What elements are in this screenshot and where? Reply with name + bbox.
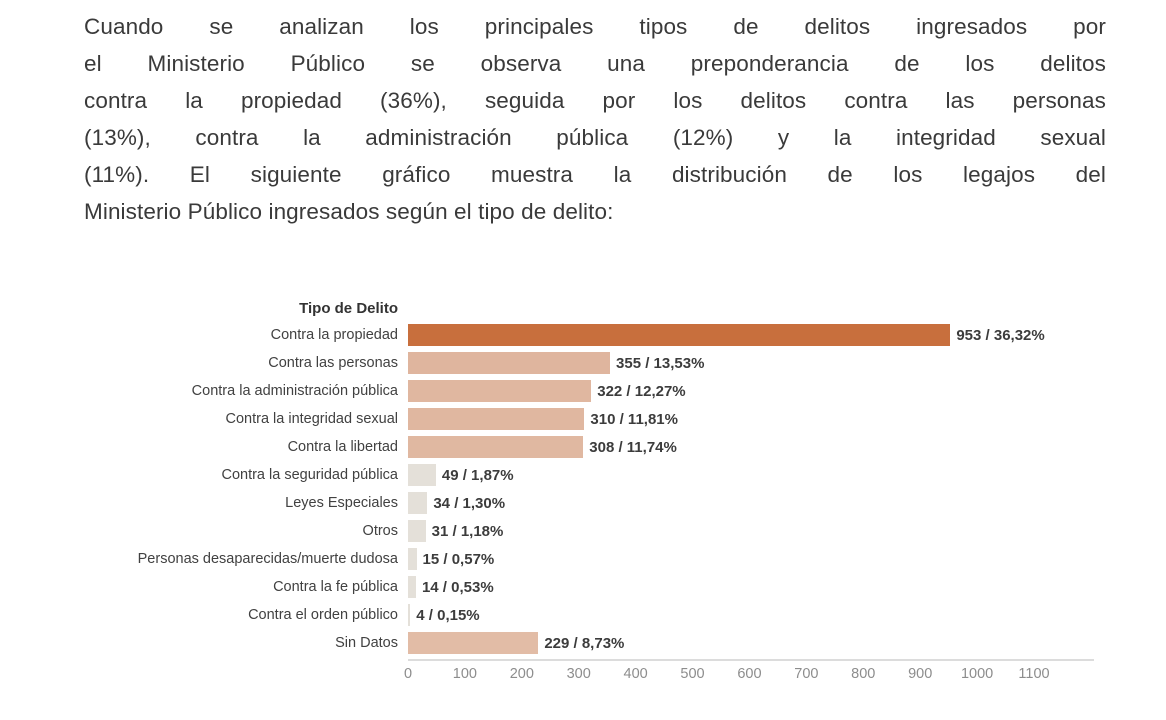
category-label: Contra la seguridad pública [221, 467, 398, 483]
axis-tick-label: 600 [737, 666, 762, 682]
bar [408, 548, 417, 570]
bar [408, 380, 592, 402]
bar-area: 322 / 12,27% [408, 377, 686, 405]
axis-tick-label: 800 [851, 666, 876, 682]
bar [408, 436, 584, 458]
chart-row: Contra la integridad sexual 310 / 11,81% [0, 405, 1166, 433]
bar-area: 15 / 0,57% [408, 545, 494, 573]
axis-tick-label: 300 [566, 666, 591, 682]
axis-tick-label: 500 [680, 666, 705, 682]
paragraph-line: (11%). El siguiente gráfico muestra la d… [84, 162, 1106, 187]
bar [408, 576, 416, 598]
bar-area: 953 / 36,32% [408, 321, 1045, 349]
paragraph-line: el Ministerio Público se observa una pre… [84, 51, 1106, 76]
category-label: Contra la libertad [287, 439, 398, 455]
chart-row: Otros 31 / 1,18% [0, 517, 1166, 545]
bar-area: 49 / 1,87% [408, 461, 514, 489]
category-label: Contra la propiedad [270, 327, 398, 343]
bar-area: 308 / 11,74% [408, 433, 677, 461]
bar-area: 34 / 1,30% [408, 489, 505, 517]
axis-tick-label: 0 [403, 666, 413, 682]
chart-row: Contra la seguridad pública 49 / 1,87% [0, 461, 1166, 489]
chart-row: Contra las personas 355 / 13,53% [0, 349, 1166, 377]
category-label: Contra la administración pública [191, 383, 398, 399]
chart-rows: Contra la propiedad 953 / 36,32% Contra la… [0, 321, 1166, 657]
paragraph-line: Cuando se analizan los principales tipos… [84, 14, 1106, 39]
category-label: Otros [362, 523, 398, 539]
axis-tick-label: 700 [794, 666, 819, 682]
bar [408, 324, 951, 346]
intro-paragraph: Cuando se analizan los principales tipos… [84, 8, 1106, 230]
value-label: 229 / 8,73% [544, 634, 625, 652]
bar [408, 604, 411, 626]
bar [408, 408, 585, 430]
category-label: Contra las personas [268, 355, 398, 371]
value-label: 310 / 11,81% [590, 410, 678, 428]
bar-area: 14 / 0,53% [408, 573, 494, 601]
paragraph-line: Ministerio Público ingresados según el t… [84, 199, 614, 224]
bar [408, 464, 436, 486]
bar-area: 229 / 8,73% [408, 629, 624, 657]
category-label: Personas desaparecidas/muerte dudosa [137, 551, 398, 567]
category-label: Contra la integridad sexual [225, 411, 399, 427]
chart-row: Contra la propiedad 953 / 36,32% [0, 321, 1166, 349]
axis-tick-label: 1100 [1018, 666, 1050, 682]
value-label: 322 / 12,27% [597, 382, 686, 400]
value-label: 953 / 36,32% [956, 326, 1045, 344]
value-label: 355 / 13,53% [616, 354, 705, 372]
chart-row: Personas desaparecidas/muerte dudosa 15 /… [0, 545, 1166, 573]
bar [408, 492, 428, 514]
chart-title: Tipo de Delito [299, 300, 398, 317]
category-label: Sin Datos [335, 635, 398, 651]
value-label: 308 / 11,74% [589, 438, 677, 456]
value-label: 49 / 1,87% [441, 466, 514, 484]
chart-row: Contra el orden público 4 / 0,15% [0, 601, 1166, 629]
bar-area: 4 / 0,15% [408, 601, 480, 629]
bar-area: 310 / 11,81% [408, 405, 678, 433]
value-label: 4 / 0,15% [416, 606, 480, 624]
paragraph-line: contra la propiedad (36%), seguida por l… [84, 88, 1106, 113]
category-label: Contra el orden público [248, 607, 398, 623]
bar [408, 632, 539, 654]
axis-tick-label: 1000 [960, 666, 994, 682]
value-label: 31 / 1,18% [431, 522, 504, 540]
bar-area: 31 / 1,18% [408, 517, 503, 545]
chart-row: Leyes Especiales 34 / 1,30% [0, 489, 1166, 517]
value-label: 15 / 0,57% [422, 550, 495, 568]
category-label: Leyes Especiales [285, 495, 398, 511]
value-label: 14 / 0,53% [421, 578, 494, 596]
chart-row: Contra la fe pública 14 / 0,53% [0, 573, 1166, 601]
chart-row: Contra la libertad 308 / 11,74% [0, 433, 1166, 461]
value-label: 34 / 1,30% [433, 494, 506, 512]
category-label: Contra la fe pública [273, 579, 398, 595]
axis-tick-label: 200 [509, 666, 534, 682]
chart-row: Contra la administración pública 322 / 12… [0, 377, 1166, 405]
x-axis: 0 100 200 300 400 500 600 700 800 900 1000 1100 [404, 657, 1108, 689]
crime-type-bar-chart: Tipo de Delito Contra la propiedad 953 / … [0, 296, 1166, 689]
axis-tick-label: 900 [908, 666, 933, 682]
axis-tick-label: 400 [623, 666, 648, 682]
bar [408, 520, 426, 542]
chart-row: Sin Datos 229 / 8,73% [0, 629, 1166, 657]
paragraph-line: (13%), contra la administración pública … [84, 125, 1106, 150]
bar-area: 355 / 13,53% [408, 349, 704, 377]
bar [408, 352, 611, 374]
x-axis-line [408, 659, 1094, 661]
axis-tick-label: 100 [452, 666, 478, 682]
